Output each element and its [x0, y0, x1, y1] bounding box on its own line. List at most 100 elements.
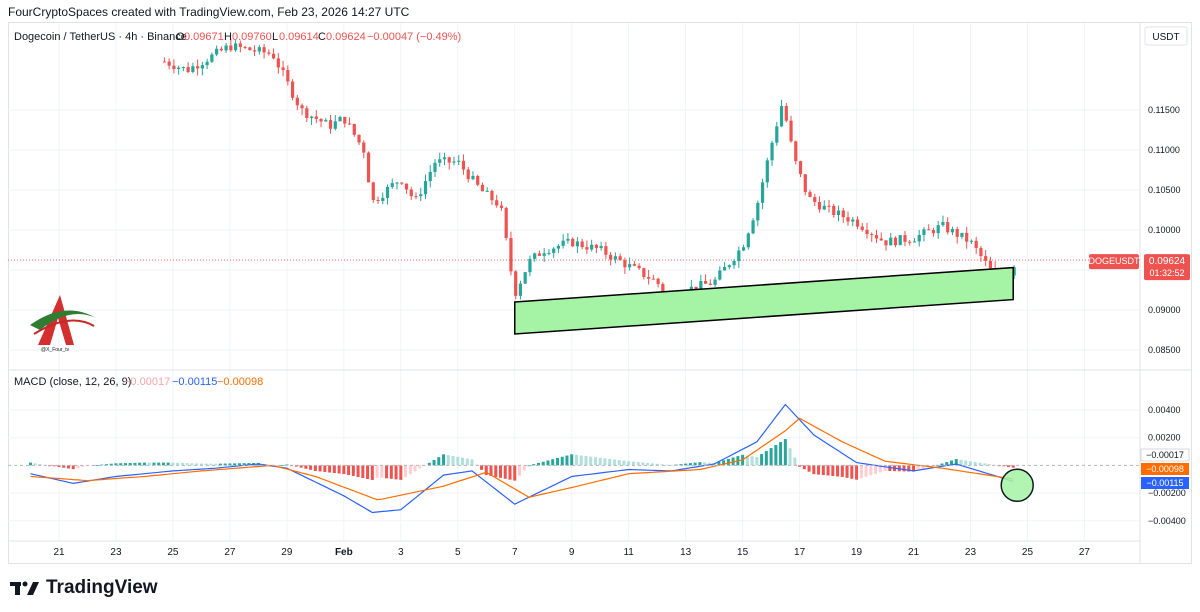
histogram-bar: [669, 465, 673, 466]
histogram-bar: [650, 463, 654, 466]
candle-body: [547, 252, 551, 254]
histogram-bar: [309, 465, 313, 470]
histogram-bar: [228, 463, 232, 466]
macd-hist-tag: [1140, 448, 1190, 462]
histogram-bar: [698, 462, 702, 466]
time-tick-label: 23: [965, 547, 977, 558]
candle-body: [941, 222, 945, 226]
histogram-bar: [646, 462, 650, 466]
histogram-bar: [408, 465, 412, 475]
candle-body: [319, 118, 323, 122]
candle-body: [832, 205, 836, 216]
candle-body: [210, 54, 214, 62]
histogram-bar: [968, 461, 972, 466]
histogram-bar: [356, 465, 360, 478]
histogram-bar: [484, 465, 488, 476]
histogram-bar: [332, 465, 336, 474]
candle-body: [609, 254, 613, 260]
histogram-bar: [446, 455, 450, 466]
candle-body: [651, 278, 655, 280]
macd-line: [30, 403, 1014, 514]
histogram-bar: [385, 465, 389, 479]
histogram-bar: [612, 459, 616, 466]
candle-body: [338, 116, 342, 122]
candle-body: [713, 279, 717, 285]
histogram-bar: [589, 456, 593, 466]
histogram-bar: [902, 465, 906, 472]
candle-body: [428, 171, 432, 182]
macd-tick-label: −0.00400: [1148, 516, 1186, 526]
candle-body: [552, 248, 556, 253]
time-tick-label: 9: [569, 547, 575, 558]
candle-body: [324, 120, 328, 122]
histogram-bar: [555, 458, 559, 466]
support-channel-annotation[interactable]: [513, 266, 1014, 335]
histogram-bar: [503, 465, 507, 479]
watermark-handle: @X_Four_tv: [41, 347, 70, 353]
candle-body: [419, 194, 423, 197]
candle-body: [514, 271, 518, 296]
histogram-bar: [52, 465, 56, 467]
candle-body: [979, 248, 983, 257]
candle-body: [637, 265, 641, 269]
macd-circle-annotation[interactable]: [1000, 468, 1034, 503]
candle-body: [271, 53, 276, 59]
candle-body: [708, 283, 712, 285]
histogram-bar: [617, 460, 621, 466]
macd-title: MACD (close, 12, 26, 9): [14, 376, 131, 388]
histogram-bar: [916, 465, 920, 471]
price-tick-label: 0.09000: [1148, 305, 1181, 315]
histogram-bar: [66, 465, 70, 469]
price-tick-label: 0.10500: [1148, 185, 1181, 195]
candle-body: [571, 238, 575, 247]
tradingview-logo[interactable]: TradingView: [10, 577, 158, 599]
histogram-bar: [394, 465, 398, 480]
histogram-bar: [798, 465, 802, 467]
candle-body: [343, 116, 347, 124]
candle-body: [751, 220, 755, 234]
histogram-bar: [451, 456, 455, 466]
histogram-bar: [138, 462, 142, 466]
candle-body: [433, 162, 437, 172]
histogram-bar: [627, 461, 631, 466]
currency-button[interactable]: [1144, 26, 1188, 46]
symbol-tag: [1089, 254, 1139, 270]
candle-body: [309, 116, 314, 118]
histogram-bar: [313, 465, 317, 471]
candle-body: [851, 219, 855, 222]
histogram-bar: [461, 457, 465, 466]
time-tick-label: 15: [737, 547, 749, 558]
histogram-bar: [185, 463, 189, 466]
histogram-bar: [157, 462, 161, 466]
histogram-bar: [855, 465, 859, 480]
candle-body: [566, 238, 570, 241]
ohlc-open-label: O: [176, 31, 185, 43]
histogram-bar: [631, 461, 635, 466]
candle-body: [461, 160, 466, 170]
histogram-bar: [912, 465, 916, 472]
histogram-bar: [470, 459, 474, 466]
candle-body: [267, 52, 271, 54]
candle-body: [955, 229, 959, 237]
candle-body: [699, 280, 703, 291]
candle-body: [480, 184, 485, 192]
histogram-bar: [987, 464, 991, 466]
candle-body: [347, 123, 352, 125]
candle-body: [632, 264, 636, 266]
macd-axis: 0.00400 0.00200 −0.00200 −0.00400: [1148, 405, 1186, 526]
histogram-bar: [622, 460, 626, 466]
histogram-bar: [551, 459, 555, 466]
time-tick-label: 25: [1022, 547, 1034, 558]
histogram-bar: [722, 460, 726, 466]
candle-body: [628, 264, 632, 268]
candle-body: [822, 205, 826, 210]
histogram-bar: [171, 462, 175, 466]
histogram-bar: [95, 465, 99, 466]
candle-body: [438, 159, 442, 163]
support-channel-shape: [513, 266, 1014, 335]
candle-body: [196, 66, 200, 69]
histogram-bar: [560, 456, 564, 466]
candle-body: [879, 238, 883, 241]
candle-body: [177, 67, 181, 70]
